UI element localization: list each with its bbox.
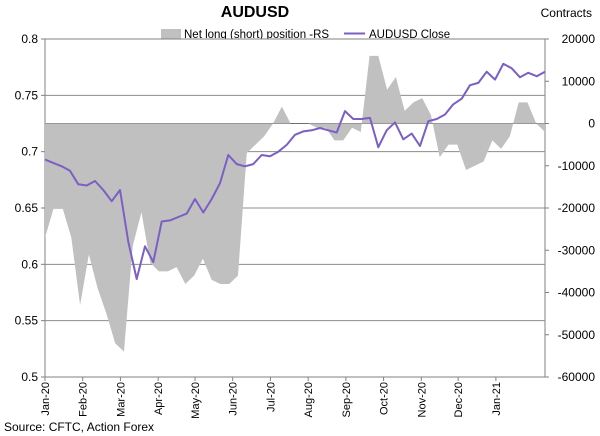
right-axis-ticks: -60000 -50000 -40000 -30000 -20000 -10000 0 100…: [545, 32, 595, 384]
right-tick-label: -50000: [558, 328, 596, 342]
x-tick-label: Feb-20: [78, 382, 90, 417]
source-note: Source: CFTC, Action Forex: [4, 420, 154, 434]
x-tick-label: Aug-20: [303, 382, 315, 417]
x-tick-label: Mar-20: [115, 382, 127, 417]
right-tick-label: 20000: [562, 32, 596, 46]
legend-area-swatch: [161, 29, 181, 39]
x-tick-label: Jan-20: [40, 382, 52, 416]
x-tick-label: Sep-20: [341, 382, 353, 417]
net-position-area: [45, 55, 545, 352]
left-tick-label: 0.75: [15, 88, 39, 102]
left-tick-label: 0.55: [15, 314, 39, 328]
right-tick-label: 10000: [562, 74, 596, 88]
audusd-close-line: [44, 62, 546, 280]
x-tick-label: Jun-20: [228, 382, 240, 416]
x-tick-label: Oct-20: [379, 382, 391, 415]
left-tick-label: 0.8: [21, 32, 38, 46]
legend: Net long (short) position -RS AUDUSD Clo…: [161, 29, 450, 41]
left-axis-ticks: 0.5 0.55 0.6 0.65 0.7 0.75 0.8: [15, 32, 45, 384]
x-tick-label: May-20: [190, 382, 202, 419]
left-tick-label: 0.5: [21, 370, 38, 384]
net-position-area-fill: [45, 55, 545, 352]
right-tick-label: -60000: [558, 370, 596, 384]
chart-title: AUDUSD: [221, 4, 289, 21]
left-tick-label: 0.7: [21, 145, 38, 159]
legend-area-label: Net long (short) position -RS: [184, 29, 329, 41]
audusd-close-series: [44, 62, 546, 280]
right-tick-label: -30000: [558, 243, 596, 257]
x-tick-label: Nov-20: [416, 382, 428, 417]
right-axis-title: Contracts: [541, 6, 592, 20]
x-tick-label: Apr-20: [153, 382, 165, 415]
right-tick-label: 0: [588, 117, 595, 131]
right-tick-label: -20000: [558, 201, 596, 215]
right-tick-label: -10000: [558, 159, 596, 173]
left-tick-label: 0.65: [15, 201, 39, 215]
x-tick-label: Jul-20: [265, 382, 277, 412]
left-tick-label: 0.6: [21, 257, 38, 271]
x-tick-label: Jan-21: [491, 382, 503, 416]
right-tick-label: -40000: [558, 286, 596, 300]
legend-line-label: AUDUSD Close: [369, 29, 450, 41]
x-tick-label: Dec-20: [453, 382, 465, 417]
x-axis-ticks: Jan-20 Feb-20 Mar-20 Apr-20 May-20 Jun-20 Jul-…: [40, 377, 503, 419]
